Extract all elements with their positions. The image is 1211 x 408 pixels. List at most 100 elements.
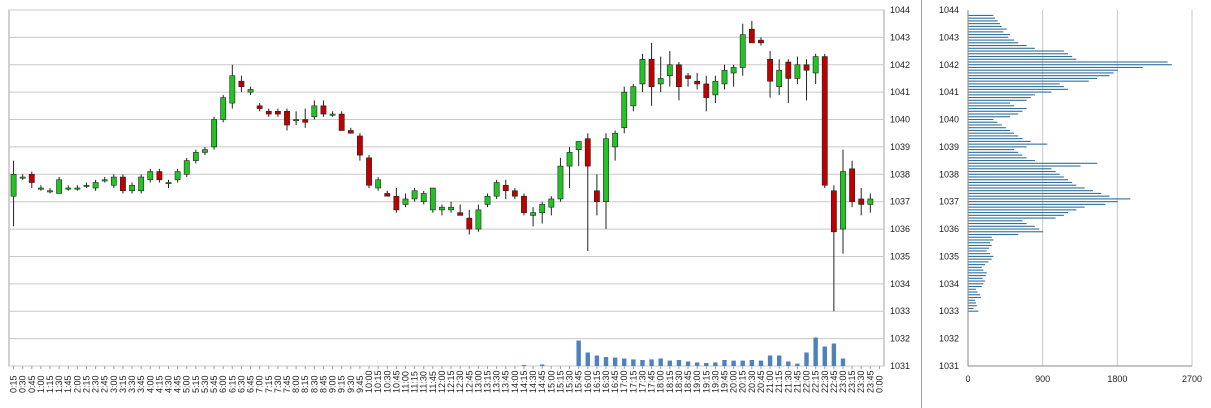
profile-bar <box>968 99 1027 101</box>
profile-x-tick-label: 0 <box>965 374 970 384</box>
candle-body <box>812 56 819 74</box>
time-tick-label: 16:15 <box>592 370 602 393</box>
candle-body <box>329 113 336 116</box>
candle-body <box>457 212 464 216</box>
profile-bar <box>968 146 1027 148</box>
volume-bar <box>767 355 773 366</box>
candle-body <box>539 204 546 213</box>
profile-bar <box>968 296 981 299</box>
profile-y-tick-label: 1032 <box>939 334 959 344</box>
profile-bar <box>968 195 1110 197</box>
time-tick-label: 10:30 <box>382 370 392 393</box>
candle-body <box>284 111 290 126</box>
volume-bar <box>795 363 800 366</box>
volume-bar <box>804 352 809 366</box>
profile-bar <box>968 58 1077 60</box>
time-tick-label: 8:45 <box>318 375 328 393</box>
candle-body <box>28 174 35 183</box>
time-tick-label: 5:30 <box>200 375 210 393</box>
price-tick-label: 1033 <box>890 306 910 316</box>
time-tick-label: 14:15 <box>519 370 529 393</box>
volume-bar <box>649 359 654 366</box>
time-tick-label: 22:00 <box>802 370 812 393</box>
profile-bar <box>968 242 991 244</box>
profile-y-tick-label: 1038 <box>939 169 959 179</box>
time-tick-label: 20:30 <box>747 370 757 393</box>
candle-body <box>174 171 181 181</box>
time-tick-label: 10:00 <box>364 370 374 393</box>
profile-y-tick-label: 1033 <box>939 306 959 316</box>
profile-bar <box>968 83 1060 85</box>
candle-body <box>803 64 810 71</box>
time-tick-label: 2:45 <box>100 375 110 393</box>
profile-bar <box>968 20 998 22</box>
profile-bar <box>968 64 1172 66</box>
volume-bar <box>540 364 545 366</box>
volume-bar <box>676 360 682 366</box>
profile-bar <box>968 223 1027 225</box>
profile-bar <box>968 75 1110 77</box>
price-tick-label: 1036 <box>890 224 910 234</box>
time-tick-label: 19:30 <box>710 370 720 393</box>
profile-bar <box>968 231 1044 233</box>
candle-body <box>38 187 44 190</box>
candle-body <box>776 69 783 87</box>
time-tick-label: 7:45 <box>282 375 292 393</box>
time-tick-label: 5:45 <box>209 375 219 393</box>
profile-bar <box>968 209 1077 211</box>
candle-body <box>265 111 272 115</box>
profile-bar <box>968 105 1015 107</box>
profile-y-tick-label: 1041 <box>939 87 959 97</box>
volume-bar <box>822 346 827 366</box>
time-tick-label: 14:45 <box>537 370 547 393</box>
candle-body <box>821 56 828 186</box>
candle-body <box>338 113 345 131</box>
time-tick-label: 23:30 <box>856 370 866 393</box>
time-tick-label: 17:00 <box>619 370 629 393</box>
profile-bar <box>968 236 992 238</box>
volume-bar <box>585 352 590 366</box>
candle-body <box>648 58 655 87</box>
volume-bar <box>521 365 527 366</box>
time-tick-label: 16:00 <box>583 370 593 393</box>
profile-x-tick-label: 2700 <box>1182 374 1202 384</box>
profile-bar <box>968 116 1010 118</box>
profile-bar <box>968 217 1056 219</box>
time-tick-label: 6:45 <box>246 375 256 393</box>
candle-body <box>521 195 527 213</box>
time-tick-label: 3:00 <box>109 375 119 393</box>
profile-bar <box>968 253 991 255</box>
time-tick-label: 18:30 <box>674 370 684 393</box>
volume-bar <box>713 362 718 366</box>
time-tick-label: 13:45 <box>501 370 511 393</box>
candle-body <box>274 111 281 115</box>
time-tick-label: 3:15 <box>118 375 128 393</box>
time-tick-label: 11:15 <box>410 371 420 393</box>
profile-bar <box>968 179 1069 181</box>
price-tick-label: 1042 <box>890 60 910 70</box>
profile-bar <box>968 307 974 309</box>
profile-bar <box>968 160 1035 162</box>
profile-bar <box>968 113 1019 115</box>
volume-bar <box>831 343 837 366</box>
profile-bar <box>968 66 1143 69</box>
profile-bar <box>968 168 1052 170</box>
candle-body <box>47 190 53 193</box>
volume-bar <box>658 358 663 366</box>
candle-body <box>384 193 391 197</box>
profile-bar <box>968 206 1085 208</box>
profile-bar <box>968 94 1035 96</box>
time-tick-label: 13:00 <box>473 370 483 393</box>
profile-bar <box>968 149 1015 151</box>
time-tick-label: 20:45 <box>756 370 766 393</box>
candle-body <box>493 182 500 197</box>
price-tick-label: 1044 <box>890 5 910 15</box>
volume-bar <box>576 340 581 366</box>
profile-y-tick-label: 1035 <box>939 251 959 261</box>
candle-body <box>502 184 509 192</box>
candle-body <box>767 58 773 82</box>
candle-body <box>129 184 135 192</box>
candle-body <box>657 78 664 85</box>
profile-bar <box>968 121 998 123</box>
profile-bar <box>968 118 994 121</box>
